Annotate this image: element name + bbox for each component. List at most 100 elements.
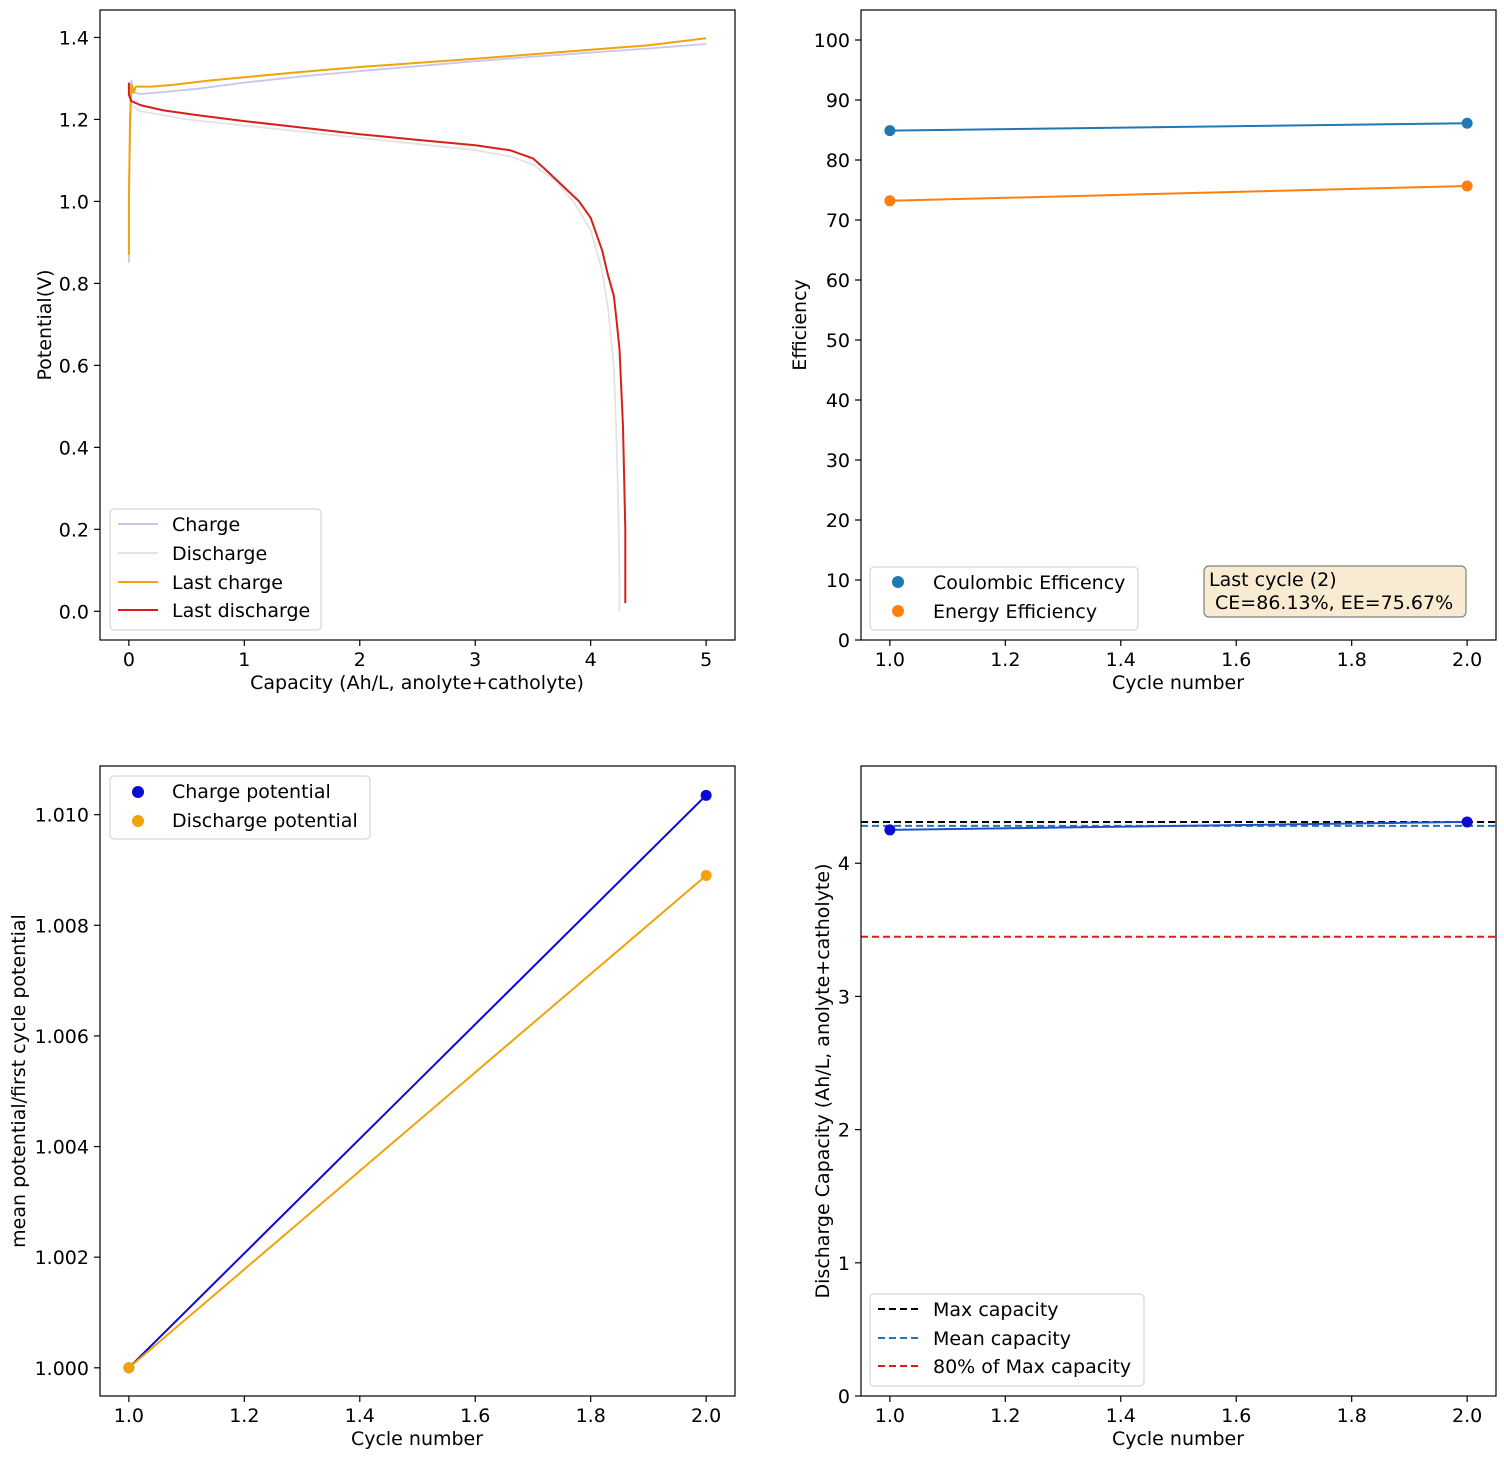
voltage-legend-box [109, 508, 322, 631]
discharge-capacity-ytick-label: 3 [838, 986, 850, 1008]
voltage-profile-xtick-label: 3 [469, 649, 481, 671]
series-line-discharge-potential [128, 874, 707, 1369]
efficiency-annotation: Last cycle (2) CE=86.13%, EE=75.67% [1203, 565, 1467, 618]
data-point-discharge-potential [123, 1362, 135, 1374]
voltage-profile-ytick-label: 1.0 [59, 191, 89, 213]
efficiency-xtick-label: 1.0 [875, 649, 905, 671]
voltage-profile-xtick-label: 0 [123, 649, 135, 671]
mean-potential-ytick-label: 1.004 [35, 1137, 89, 1159]
data-point-discharge-potential [700, 870, 712, 882]
efficiency-ytick-label: 50 [826, 330, 850, 352]
series-line-last-charge [127, 37, 707, 255]
voltage-axes-frame [99, 9, 736, 641]
mean-potential-legend: Charge potential Discharge potential [109, 775, 371, 840]
legend-label-ce: Coulombic Efficency [933, 572, 1125, 594]
mean-potential-plot-area [123, 789, 712, 1374]
discharge-capacity-xtick-label: 1.4 [1106, 1405, 1136, 1427]
voltage-legend: Charge Discharge Last charge Last discha… [109, 508, 322, 631]
mean-potential-xtick-label: 1.2 [229, 1405, 259, 1427]
voltage-profile-xtick-label: 2 [354, 649, 366, 671]
series-line-energy-efficiency [889, 185, 1468, 202]
efficiency-ytick-label: 100 [814, 30, 850, 52]
mean-potential-ylabel: mean potential/first cycle potential [8, 914, 30, 1248]
efficiency-ytick-label: 20 [826, 510, 850, 532]
legend-label-charge: Charge [172, 514, 240, 536]
discharge-capacity-xtick-label: 1.8 [1337, 1405, 1367, 1427]
voltage-ylabel: Potential(V) [34, 269, 56, 380]
series-line-charge [127, 43, 707, 263]
voltage-xlabel: Capacity (Ah/L, anolyte+catholyte) [250, 672, 584, 694]
mean-potential-ytick-label: 1.008 [35, 915, 89, 937]
discharge-capacity-ytick-label: 2 [838, 1120, 850, 1142]
capacity-axes-frame [860, 765, 1497, 1397]
efficiency-ytick-label: 90 [826, 90, 850, 112]
discharge-capacity-ytick-label: 4 [838, 853, 850, 875]
efficiency-ylabel: Efficiency [789, 279, 811, 371]
data-point-energy-efficiency [1461, 180, 1473, 192]
mean-potential-ytick-label: 1.000 [35, 1358, 89, 1380]
efficiency-xtick-label: 2.0 [1452, 649, 1482, 671]
efficiency-legend-box [869, 566, 1139, 631]
discharge-capacity-ytick-label: 1 [838, 1253, 850, 1275]
mean-potential-legend-box [109, 775, 371, 840]
annotation-line1: Last cycle (2) [1209, 569, 1337, 591]
voltage-profile-ytick-label: 0.8 [59, 273, 89, 295]
mean-potential-ytick-label: 1.002 [35, 1247, 89, 1269]
mean-potential-panel: 1.0 1.2 1.4 1.6 1.8 2.0 1.000 1.002 1.004 1.006 1.… [8, 765, 736, 1450]
data-point-discharge-capacity [884, 824, 896, 836]
legend-label-ee: Energy Efficiency [933, 601, 1097, 623]
discharge-capacity-panel: 1.0 1.2 1.4 1.6 1.8 2.0 0 1 2 3 4 Cycle number Dis… [812, 765, 1497, 1450]
efficiency-ytick-label: 70 [826, 210, 850, 232]
data-point-coulombic-efficency [884, 125, 896, 137]
voltage-profile-xtick-label: 5 [700, 649, 712, 671]
efficiency-xtick-label: 1.8 [1337, 649, 1367, 671]
legend-label-discharge-potential: Discharge potential [172, 810, 358, 832]
efficiency-xtick-label: 1.2 [990, 649, 1020, 671]
capacity-plot-area [861, 816, 1496, 938]
voltage-profile-xtick-label: 1 [238, 649, 250, 671]
legend-label-max-capacity: Max capacity [933, 1299, 1059, 1321]
efficiency-axes-frame [860, 9, 1497, 641]
legend-marker-charge-potential [132, 786, 144, 798]
voltage-profile-ytick-label: 1.2 [59, 109, 89, 131]
legend-label-mean-capacity: Mean capacity [933, 1328, 1071, 1350]
series-line-charge-potential [128, 794, 707, 1369]
efficiency-ytick-label: 10 [826, 570, 850, 592]
voltage-profile-ytick-label: 0.2 [59, 519, 89, 541]
efficiency-xtick-label: 1.6 [1221, 649, 1251, 671]
efficiency-ticks: 1.0 1.2 1.4 1.6 1.8 2.0 0 10 20 30 40 50 60 70 80 90 100 [814, 30, 1483, 671]
legend-label-discharge: Discharge [172, 543, 267, 565]
mean-potential-xlabel: Cycle number [351, 1428, 483, 1450]
discharge-capacity-ytick-label: 0 [838, 1386, 850, 1408]
voltage-profile-ytick-label: 1.4 [59, 27, 89, 49]
efficiency-panel: 1.0 1.2 1.4 1.6 1.8 2.0 0 10 20 30 40 50 60 70 80 90 100… [789, 9, 1497, 694]
mean-potential-xtick-label: 1.8 [576, 1405, 606, 1427]
mean-potential-xtick-label: 2.0 [691, 1405, 721, 1427]
efficiency-legend: Coulombic Efficency Energy Efficiency [869, 566, 1139, 631]
mean-potential-ticks: 1.0 1.2 1.4 1.6 1.8 2.0 1.000 1.002 1.004 1.006 1.… [35, 805, 722, 1427]
data-point-discharge-capacity [1461, 816, 1473, 828]
mean-potential-axes-frame [99, 765, 736, 1397]
efficiency-plot-area [884, 117, 1473, 207]
series-line-last-discharge [127, 82, 627, 604]
efficiency-ytick-label: 40 [826, 390, 850, 412]
capacity-xlabel: Cycle number [1112, 1428, 1244, 1450]
legend-marker-discharge-potential [132, 815, 144, 827]
capacity-legend: Max capacity Mean capacity 80% of Max ca… [869, 1293, 1145, 1387]
data-point-coulombic-efficency [1461, 117, 1473, 129]
efficiency-xtick-label: 1.4 [1106, 649, 1136, 671]
capacity-legend-box [869, 1293, 1145, 1387]
capacity-ylabel: Discharge Capacity (Ah/L, anolyte+cathol… [812, 864, 834, 1299]
efficiency-ytick-label: 30 [826, 450, 850, 472]
data-point-energy-efficiency [884, 195, 896, 207]
discharge-capacity-xtick-label: 1.6 [1221, 1405, 1251, 1427]
voltage-plot-area [127, 37, 707, 612]
legend-marker-ee [892, 605, 904, 617]
voltage-profile-ytick-label: 0.4 [59, 437, 89, 459]
legend-label-last-charge: Last charge [172, 572, 283, 594]
discharge-capacity-xtick-label: 1.0 [875, 1405, 905, 1427]
voltage-profile-ytick-label: 0.6 [59, 355, 89, 377]
series-line-discharge-capacity [889, 820, 1468, 831]
efficiency-ytick-label: 60 [826, 270, 850, 292]
